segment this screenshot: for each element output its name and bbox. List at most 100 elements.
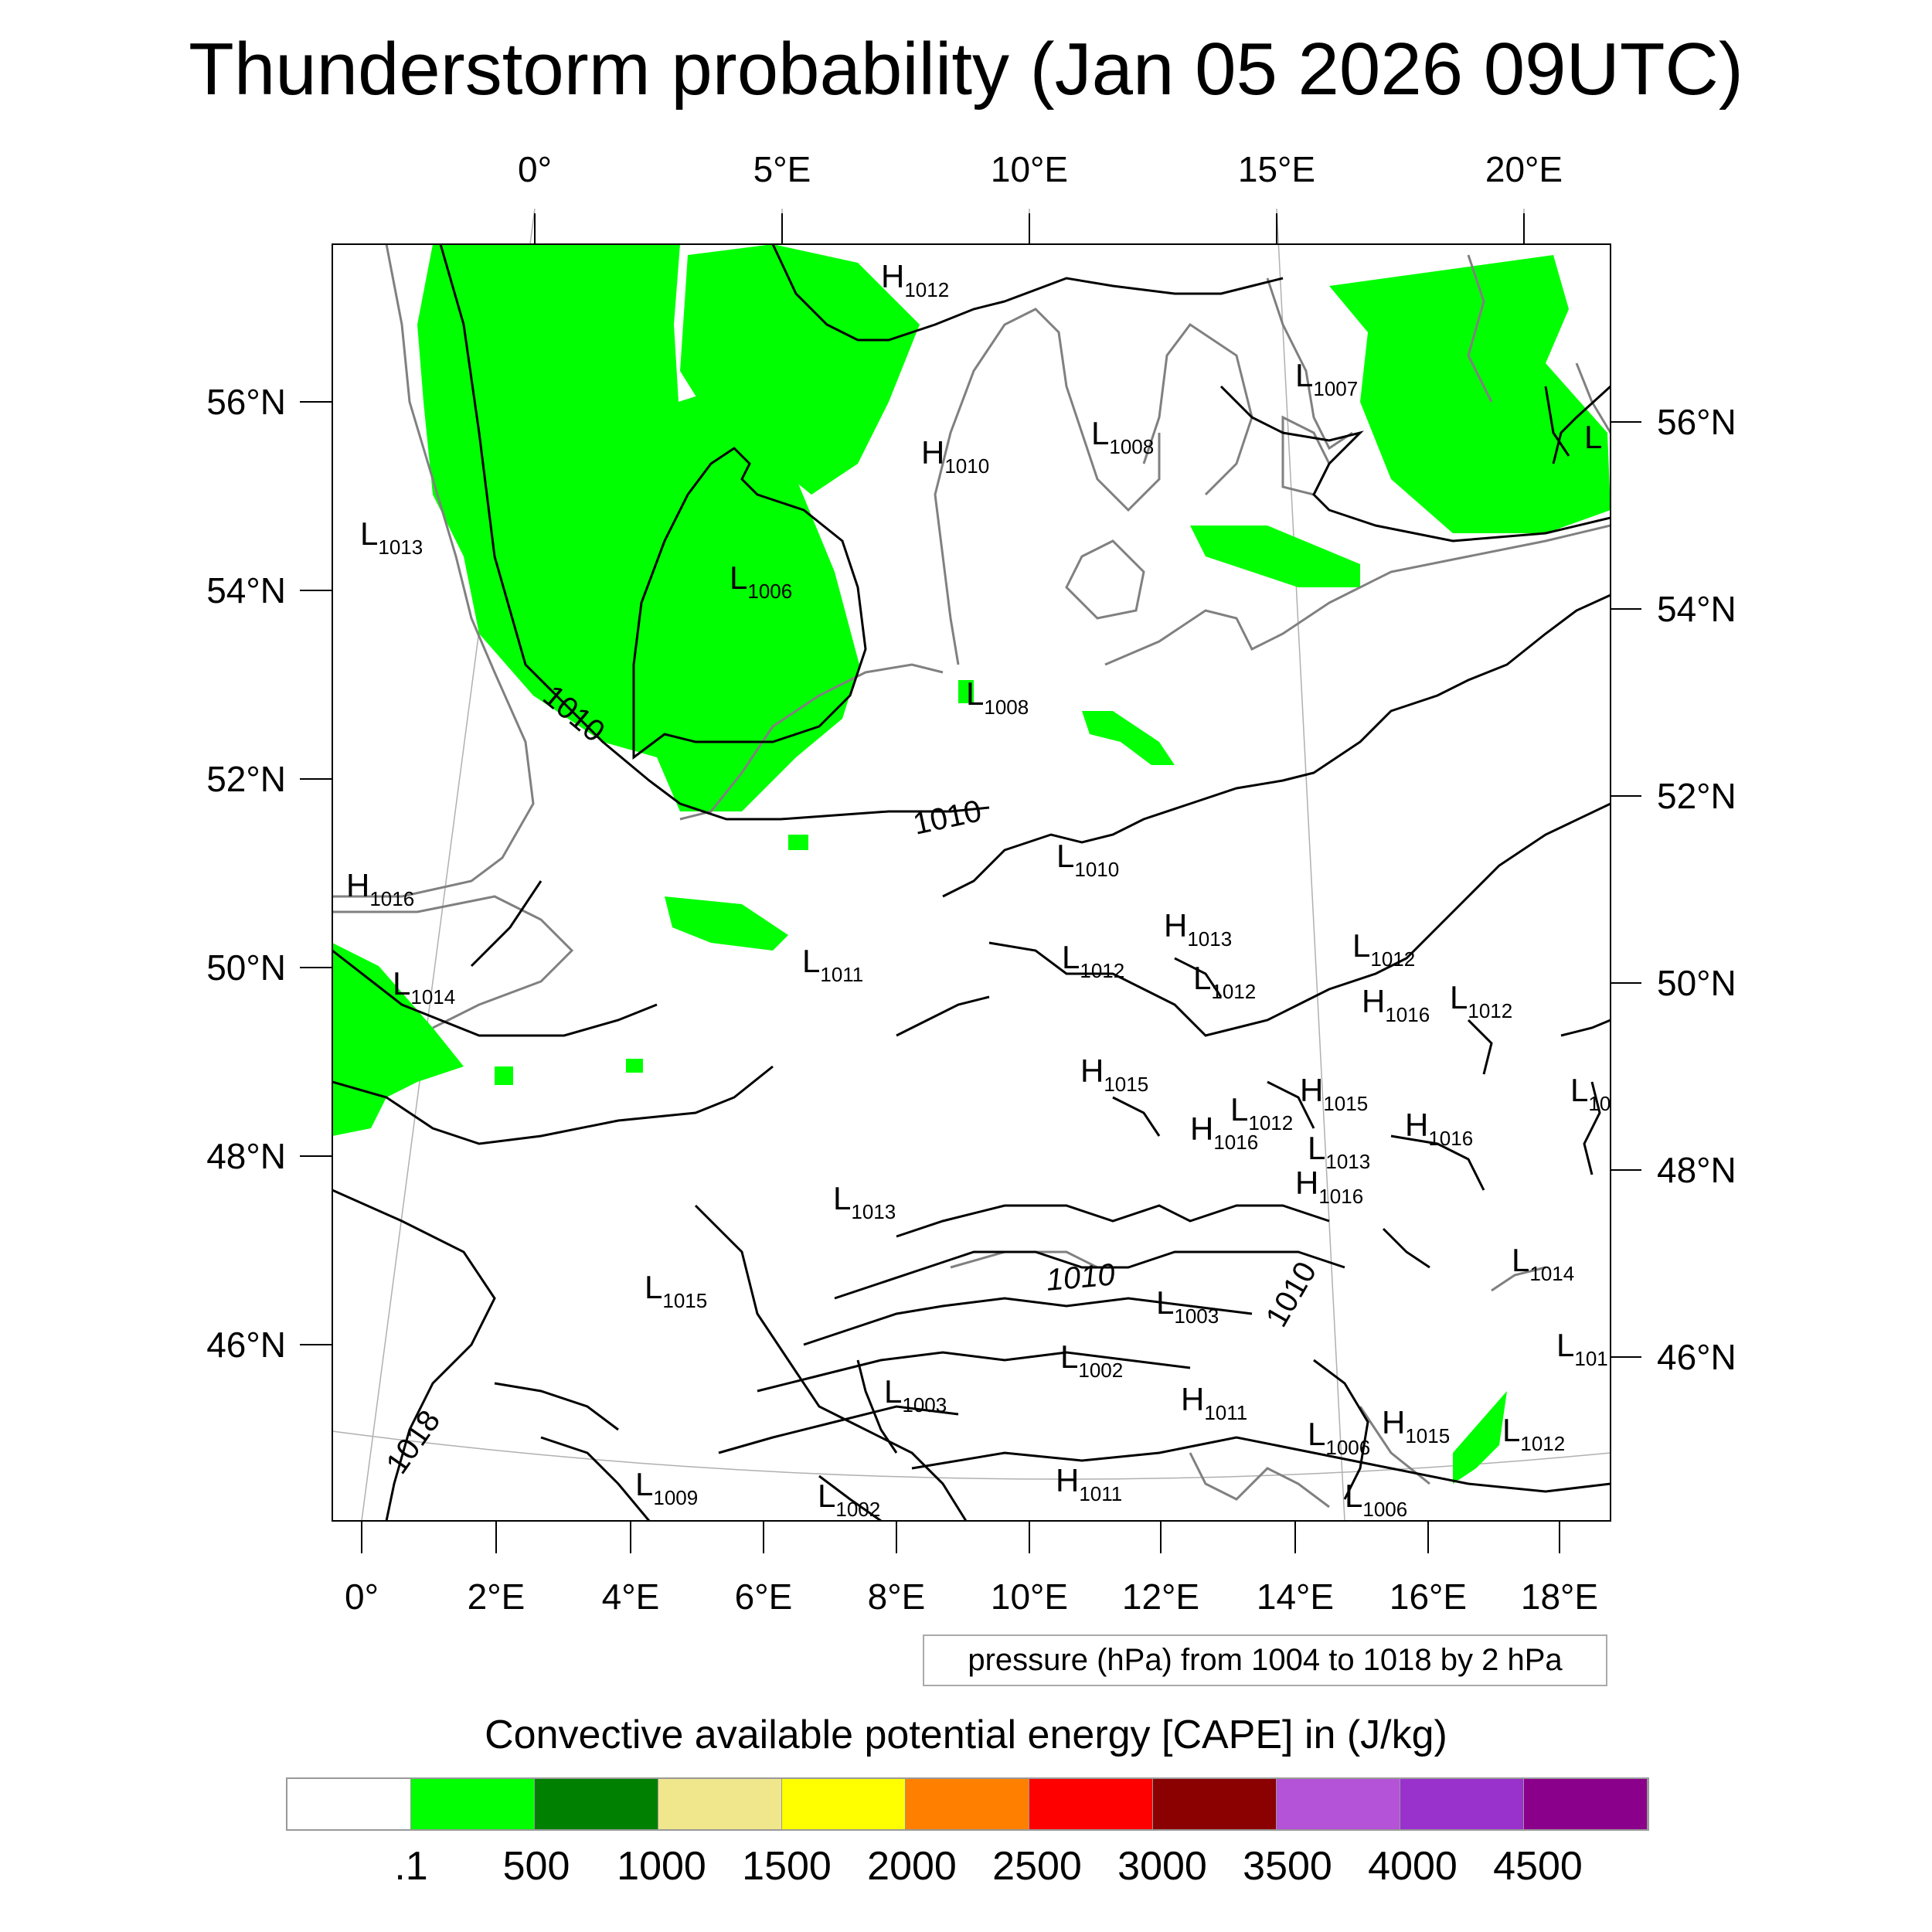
top-lon-label: 15°E	[1238, 149, 1315, 189]
right-lat-label: 54°N	[1657, 589, 1736, 629]
pressure-center-type: H	[1056, 1462, 1079, 1498]
pressure-center-value: 1011	[1204, 1401, 1247, 1424]
cape-region-north-sea-east	[680, 244, 920, 495]
left-lat-label: 56°N	[206, 382, 286, 422]
pressure-center-type: L	[884, 1373, 902, 1410]
low-pressure-center: L1012	[1352, 927, 1415, 971]
right-lat-label: 52°N	[1657, 776, 1736, 816]
colorbar-title: Convective available potential energy [C…	[485, 1713, 1447, 1757]
pressure-center-type: L	[1352, 927, 1370, 964]
bottom-lon-label: 0°	[345, 1577, 379, 1617]
pressure-center-type: H	[1362, 983, 1385, 1019]
pressure-center-value: 1012	[1080, 959, 1124, 982]
pressure-center-type: L	[1512, 1242, 1529, 1278]
pressure-center-value: 1002	[835, 1498, 880, 1521]
colorbar-label: 1000	[617, 1844, 706, 1889]
high-pressure-center: H1011	[1056, 1462, 1122, 1505]
low-pressure-center: L1003	[884, 1373, 947, 1417]
left-lat-label: 50°N	[206, 947, 286, 988]
colorbar-swatch	[906, 1779, 1029, 1829]
cape-region-channel	[332, 943, 464, 1136]
pressure-center-value: 1003	[902, 1393, 947, 1417]
pressure-center-type: H	[1382, 1404, 1405, 1440]
low-pressure-center: L1012	[1450, 979, 1512, 1022]
contour-labels: 1010 1010 1010 1010 1018	[379, 679, 1323, 1480]
right-lat-label: 46°N	[1657, 1337, 1736, 1377]
pressure-center-value: 1013	[1325, 1150, 1370, 1173]
low-pressure-center: L1014	[393, 965, 455, 1009]
pressure-center-type: H	[1300, 1072, 1323, 1108]
low-pressure-center: L1008	[1091, 415, 1154, 458]
pressure-center-value: 1015	[1104, 1073, 1148, 1096]
pressure-center-type: L	[360, 515, 378, 552]
pressure-centers: H1012L1007LL1008H1010L1013L1006L1008L101…	[346, 258, 1611, 1521]
pressure-center-type: H	[1164, 907, 1187, 944]
high-pressure-center: H1015	[1080, 1053, 1148, 1096]
low-pressure-center: L1009	[635, 1466, 698, 1509]
colorbar-swatch	[287, 1779, 411, 1829]
pressure-center-type: L	[1450, 979, 1468, 1015]
pressure-center-value: 1002	[1078, 1359, 1123, 1382]
colorbar-label: 3500	[1243, 1844, 1332, 1889]
pressure-center-type: L	[730, 560, 747, 596]
pressure-center-value: 1016	[1318, 1185, 1363, 1208]
colorbar-labels: .1 500 1000 1500 2000 2500 3000 3500 4000 4500	[286, 1839, 1662, 1893]
colorbar-label: 3000	[1117, 1844, 1207, 1889]
pressure-center-value: 10	[1588, 1092, 1611, 1115]
top-lon-label: 20°E	[1485, 149, 1563, 189]
low-pressure-center: L1012	[1062, 939, 1124, 982]
pressure-center-value: 1008	[984, 696, 1029, 719]
colorbar-swatch	[535, 1779, 658, 1829]
left-lat-label: 46°N	[206, 1325, 286, 1365]
colorbar-swatch	[658, 1779, 782, 1829]
cape-colorbar	[286, 1777, 1649, 1831]
cape-region-baltic	[1329, 255, 1611, 533]
pressure-center-value: 1012	[904, 278, 949, 301]
pressure-center-type: L	[818, 1478, 835, 1514]
pressure-center-type: L	[1308, 1130, 1325, 1166]
pressure-contours	[332, 244, 1611, 1521]
pressure-center-type: H	[1181, 1381, 1204, 1417]
high-pressure-center: H1011	[1181, 1381, 1247, 1424]
high-pressure-center: H1016	[1190, 1111, 1258, 1154]
pressure-center-type: H	[1405, 1107, 1428, 1143]
colorbar-swatch	[1400, 1779, 1524, 1829]
left-lat-label: 48°N	[206, 1136, 286, 1176]
low-pressure-center: L1003	[1156, 1284, 1219, 1328]
pressure-center-value: 1010	[944, 454, 989, 478]
low-pressure-center: L1006	[730, 560, 792, 603]
colorbar-swatch	[1524, 1779, 1648, 1829]
low-pressure-center: L	[1584, 419, 1602, 455]
high-pressure-center: H1016	[1295, 1165, 1363, 1208]
left-lat-label: 54°N	[206, 570, 286, 611]
high-pressure-center: H1010	[921, 434, 989, 478]
pressure-center-type: L	[1056, 838, 1074, 874]
colorbar-swatch	[1029, 1779, 1153, 1829]
pressure-center-value: 101	[1574, 1347, 1607, 1370]
pressure-center-type: L	[802, 943, 820, 979]
low-pressure-center: L1007	[1295, 357, 1358, 400]
bottom-lon-label: 18°E	[1521, 1577, 1598, 1617]
high-pressure-center: H1015	[1300, 1072, 1368, 1115]
pressure-center-type: L	[966, 675, 984, 712]
pressure-center-type: L	[1502, 1412, 1520, 1448]
pressure-note: pressure (hPa) from 1004 to 1018 by 2 hP…	[923, 1634, 1607, 1686]
pressure-center-value: 1015	[1405, 1424, 1450, 1447]
low-pressure-center: L101	[1556, 1327, 1608, 1370]
pressure-center-value: 1008	[1109, 435, 1154, 458]
pressure-center-value: 1003	[1174, 1304, 1219, 1328]
contour-label: 1010	[1045, 1257, 1116, 1298]
pressure-center-type: L	[1062, 939, 1080, 975]
top-lon-labels: 0° 5°E 10°E 15°E 20°E	[518, 149, 1563, 189]
cape-regions	[332, 244, 1611, 1484]
bottom-lon-label: 6°E	[735, 1577, 793, 1617]
top-lon-label: 5°E	[753, 149, 811, 189]
pressure-center-type: L	[1156, 1284, 1174, 1321]
pressure-center-type: L	[635, 1466, 653, 1502]
low-pressure-center: L1002	[818, 1478, 880, 1521]
cape-region-north-sea	[417, 244, 859, 811]
high-pressure-center: H1013	[1164, 907, 1232, 951]
pressure-center-type: L	[1556, 1327, 1574, 1363]
pressure-center-value: 1012	[1211, 980, 1256, 1003]
pressure-center-value: 1016	[369, 887, 414, 910]
